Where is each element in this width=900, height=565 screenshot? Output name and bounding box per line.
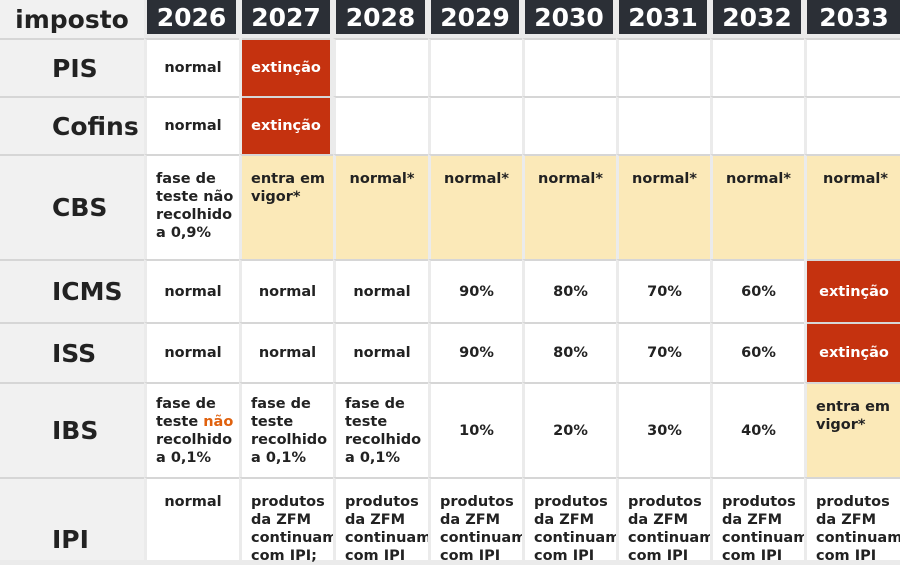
cell-pis-2030	[522, 38, 616, 96]
cell-ibs-2033: entra em vigor*	[804, 382, 900, 477]
cell-iss-2026: normal	[144, 322, 239, 382]
tax-label-cbs: CBS	[0, 154, 144, 259]
cell-cbs-2031: normal*	[616, 154, 710, 259]
cell-cofins-2026: normal	[144, 96, 239, 154]
cell-ibs-2029: 10%	[428, 382, 522, 477]
cell-pis-2033	[804, 38, 900, 96]
tax-label-iss: ISS	[0, 322, 144, 382]
cell-pis-2032	[710, 38, 804, 96]
cell-ibs-2030: 20%	[522, 382, 616, 477]
cell-icms-2033: extinção	[807, 259, 900, 322]
cell-cofins-2032	[710, 96, 804, 154]
cell-pis-2028	[333, 38, 428, 96]
cell-cofins-2030	[522, 96, 616, 154]
cell-ipi-2027: produtos da ZFM continuam com IPI;	[239, 477, 337, 564]
year-header-2030: 2030	[525, 0, 613, 34]
tax-label-pis: PIS	[0, 38, 144, 96]
cell-icms-2030: 80%	[522, 259, 616, 322]
cell-pis-2026: normal	[144, 38, 239, 96]
cell-iss-2030: 80%	[522, 322, 616, 382]
cell-pis-2031	[616, 38, 710, 96]
year-header-2033: 2033	[807, 0, 900, 34]
cell-cbs-2030: normal*	[522, 154, 616, 259]
cell-iss-2027: normal	[239, 322, 333, 382]
cell-cofins-2029	[428, 96, 522, 154]
cell-iss-2033: extinção	[807, 322, 900, 382]
cell-iss-2032: 60%	[710, 322, 804, 382]
cell-icms-2026: normal	[144, 259, 239, 322]
cell-ibs-2028: fase de teste recolhido a 0,1%	[333, 382, 428, 477]
cell-iss-2029: 90%	[428, 322, 522, 382]
cell-icms-2032: 60%	[710, 259, 804, 322]
cell-pis-2027: extinção	[242, 38, 330, 96]
cell-icms-2029: 90%	[428, 259, 522, 322]
cell-cbs-2032: normal*	[710, 154, 804, 259]
tax-label-ibs: IBS	[0, 382, 144, 477]
cell-ibs-2026: fase de teste não recolhido a 0,1%	[144, 382, 239, 477]
cell-iss-2028: normal	[333, 322, 428, 382]
year-header-2027: 2027	[242, 0, 330, 34]
cell-cbs-2029: normal*	[428, 154, 522, 259]
cell-pis-2029	[428, 38, 522, 96]
cell-cbs-2026: fase de teste não recolhido a 0,9%	[144, 154, 239, 259]
year-header-2028: 2028	[336, 0, 425, 34]
cell-ipi-2028: produtos da ZFM continuam com IPI	[333, 477, 431, 564]
cell-cbs-2028: normal*	[333, 154, 428, 259]
cell-icms-2028: normal	[333, 259, 428, 322]
header-label: imposto	[0, 0, 144, 38]
tax-label-ipi: IPI	[0, 477, 144, 560]
year-header-2031: 2031	[619, 0, 707, 34]
cell-cofins-2033	[804, 96, 900, 154]
cell-cbs-2033: normal*	[804, 154, 900, 259]
year-header-2029: 2029	[431, 0, 519, 34]
year-header-2032: 2032	[713, 0, 801, 34]
cell-ibs-2031: 30%	[616, 382, 710, 477]
cell-cofins-2031	[616, 96, 710, 154]
cell-cofins-2027: extinção	[242, 96, 330, 154]
cell-cbs-2027: entra em vigor*	[239, 154, 333, 259]
tax-label-cofins: Cofins	[0, 96, 144, 154]
cell-ipi-2031: produtos da ZFM continuam com IPI	[616, 477, 714, 564]
cell-ibs-2027: fase de teste recolhido a 0,1%	[239, 382, 333, 477]
cell-cofins-2028	[333, 96, 428, 154]
cell-ipi-2029: produtos da ZFM continuam com IPI	[428, 477, 526, 564]
year-header-2026: 2026	[147, 0, 236, 34]
cell-ipi-2032: produtos da ZFM continuam com IPI	[710, 477, 808, 564]
cell-ibs-2032: 40%	[710, 382, 804, 477]
tax-label-icms: ICMS	[0, 259, 144, 322]
highlight-nao: não	[203, 413, 234, 430]
cell-iss-2031: 70%	[616, 322, 710, 382]
cell-ipi-2026: normal	[144, 477, 239, 560]
cell-icms-2031: 70%	[616, 259, 710, 322]
cell-ipi-2030: produtos da ZFM continuam com IPI	[522, 477, 620, 564]
cell-ipi-2033: produtos da ZFM continuam com IPI	[804, 477, 900, 564]
cell-icms-2027: normal	[239, 259, 333, 322]
